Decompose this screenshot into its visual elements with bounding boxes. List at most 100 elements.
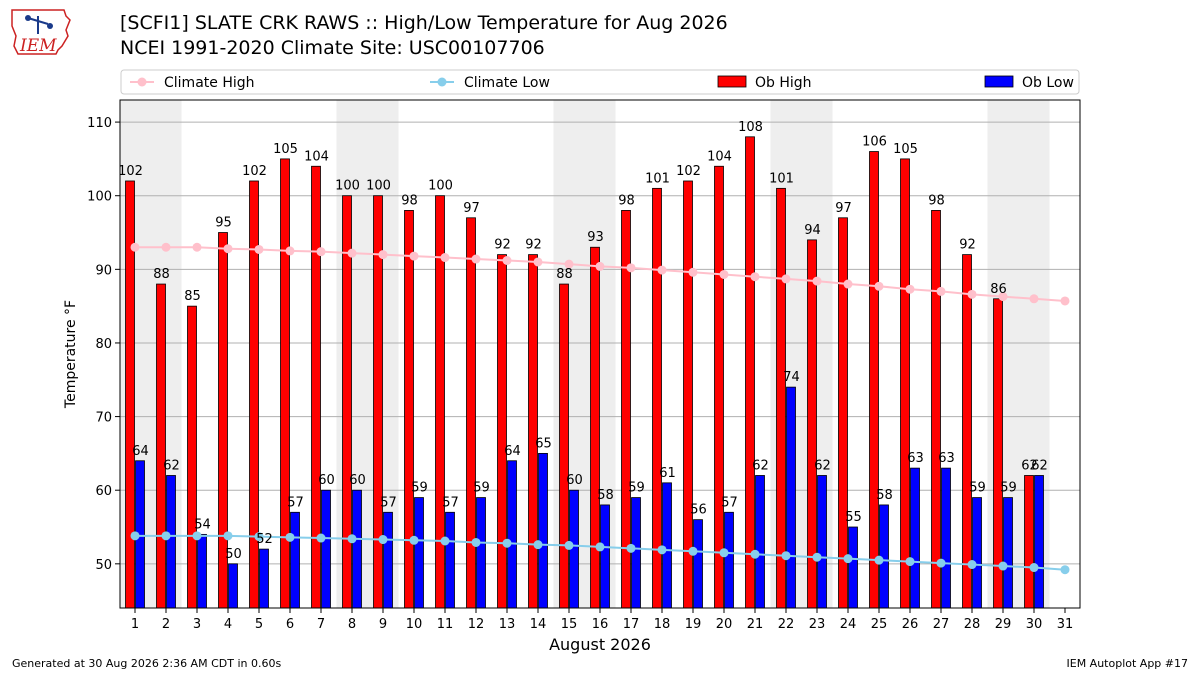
climate-high-legend-label: Climate High bbox=[164, 75, 255, 91]
climate-low-point bbox=[564, 540, 574, 550]
ob-high-label: 92 bbox=[959, 238, 976, 253]
climate-low-point bbox=[533, 540, 543, 550]
ob-low-bar bbox=[786, 386, 796, 609]
app-label: IEM Autoplot App #17 bbox=[1066, 657, 1189, 670]
climate-low-point bbox=[688, 546, 698, 556]
ob-low-label: 59 bbox=[473, 481, 490, 496]
ob-low-bar bbox=[383, 511, 393, 609]
x-tick-label: 29 bbox=[995, 617, 1012, 632]
ob-high-label: 102 bbox=[242, 164, 267, 179]
y-tick-label: 90 bbox=[95, 263, 112, 278]
climate-low-point bbox=[1029, 563, 1039, 573]
ob-low-label: 63 bbox=[938, 451, 955, 466]
ob-high-label: 100 bbox=[335, 179, 360, 194]
ob-low-bar bbox=[445, 511, 455, 609]
ob-low-label: 55 bbox=[845, 510, 862, 525]
ob-high-label: 98 bbox=[401, 193, 418, 208]
ob-high-label: 100 bbox=[428, 179, 453, 194]
x-tick-label: 22 bbox=[778, 617, 795, 632]
ob-high-bar bbox=[652, 187, 662, 609]
ob-high-bar bbox=[156, 283, 166, 609]
climate-low-point bbox=[781, 551, 791, 561]
x-tick-label: 24 bbox=[840, 617, 857, 632]
ob-low-label: 59 bbox=[628, 481, 645, 496]
weekend-band bbox=[1018, 100, 1050, 608]
ob-high-bar bbox=[404, 210, 414, 609]
climate-high-point bbox=[719, 269, 729, 279]
x-tick-label: 15 bbox=[561, 617, 578, 632]
legend: Climate High Climate Low Ob High Ob Low bbox=[120, 69, 1080, 95]
ob-high-label: 101 bbox=[769, 171, 794, 186]
climate-low-legend-marker bbox=[437, 77, 447, 87]
ob-low-label: 58 bbox=[876, 488, 893, 503]
ob-high-bar bbox=[187, 305, 197, 609]
x-tick-label: 10 bbox=[406, 617, 423, 632]
climate-low-point bbox=[812, 552, 822, 562]
climate-high-point bbox=[223, 244, 233, 254]
climate-high-point bbox=[285, 246, 295, 256]
climate-high-point bbox=[161, 242, 171, 252]
data-labels: 102 64 88 62 85 54 95 50 102 52 105 57 104 60 100 60 100… bbox=[118, 120, 1048, 562]
ob-high-label: 105 bbox=[273, 142, 298, 157]
climate-high-point bbox=[347, 248, 357, 258]
ob-low-bar bbox=[321, 489, 331, 609]
ob-low-label: 57 bbox=[721, 495, 738, 510]
ob-high-label: 105 bbox=[893, 142, 918, 157]
ob-low-label: 56 bbox=[690, 503, 707, 518]
climate-low-point bbox=[347, 534, 357, 544]
ob-high-label: 86 bbox=[990, 282, 1007, 297]
climate-low-point bbox=[843, 554, 853, 564]
ob-high-label: 95 bbox=[215, 216, 232, 231]
climate-high-point bbox=[1060, 296, 1070, 306]
climate-high-point bbox=[440, 253, 450, 263]
x-tick-label: 17 bbox=[623, 617, 640, 632]
ob-high-label: 100 bbox=[366, 179, 391, 194]
climate-low-point bbox=[719, 548, 729, 558]
ob-low-bar bbox=[724, 511, 734, 609]
ob-high-bar bbox=[838, 217, 848, 609]
ob-low-bar bbox=[662, 482, 672, 609]
climate-high-point bbox=[657, 265, 667, 275]
x-tick-label: 19 bbox=[685, 617, 702, 632]
x-tick-label: 31 bbox=[1057, 617, 1074, 632]
ob-high-label: 108 bbox=[738, 120, 763, 135]
ob-high-bar bbox=[745, 136, 755, 609]
ob-high-label: 94 bbox=[804, 223, 821, 238]
ob-low-bar bbox=[631, 497, 641, 609]
ob-low-label: 59 bbox=[969, 481, 986, 496]
x-tick-label: 2 bbox=[162, 617, 170, 632]
climate-low-point bbox=[905, 557, 915, 567]
ob-high-bar bbox=[776, 187, 786, 609]
x-tick-label: 6 bbox=[286, 617, 294, 632]
weekend-band bbox=[367, 100, 399, 608]
climate-low-point bbox=[936, 558, 946, 568]
x-tick-label: 27 bbox=[933, 617, 950, 632]
legend-box bbox=[120, 69, 1080, 95]
ob-low-bar bbox=[600, 504, 610, 609]
ob-low-label: 60 bbox=[349, 473, 366, 488]
climate-low-point bbox=[626, 543, 636, 553]
ob-high-label: 104 bbox=[304, 149, 329, 164]
ob-high-label: 101 bbox=[645, 171, 670, 186]
ob-high-label: 98 bbox=[928, 193, 945, 208]
ob-low-label: 62 bbox=[814, 458, 831, 473]
y-tick-label: 100 bbox=[87, 190, 112, 205]
ob-high-bar bbox=[497, 254, 507, 609]
ob-high-label: 102 bbox=[676, 164, 701, 179]
climate-low-point bbox=[254, 532, 264, 542]
climate-high-point bbox=[781, 274, 791, 284]
ob-low-bar bbox=[507, 460, 517, 609]
ob-low-label: 62 bbox=[752, 458, 769, 473]
ob-high-bar bbox=[900, 158, 910, 609]
ob-low-legend-label: Ob Low bbox=[1022, 75, 1074, 91]
ob-low-bar bbox=[290, 511, 300, 609]
x-tick-label: 4 bbox=[224, 617, 232, 632]
ob-high-bar bbox=[559, 283, 569, 609]
x-tick-label: 20 bbox=[716, 617, 733, 632]
climate-low-point bbox=[378, 535, 388, 545]
ob-low-label: 57 bbox=[442, 495, 459, 510]
climate-low-point bbox=[471, 537, 481, 547]
ob-high-bar bbox=[466, 217, 476, 609]
climate-high-point bbox=[192, 242, 202, 252]
climate-high-point bbox=[1029, 294, 1039, 304]
